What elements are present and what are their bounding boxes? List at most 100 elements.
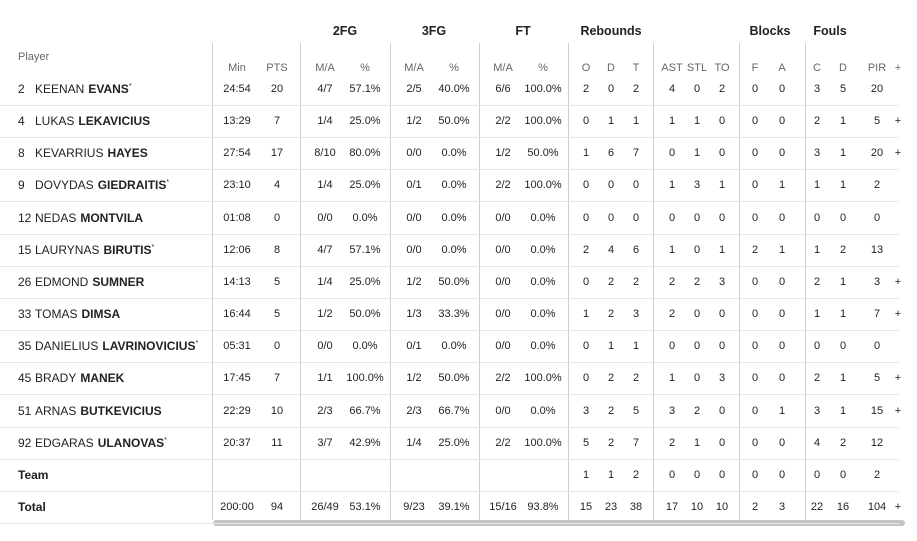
stat-cell: 0/0 (495, 211, 511, 224)
stat-cell: 0 (718, 115, 726, 128)
row-divider (0, 426, 899, 428)
row-divider (0, 265, 899, 267)
stat-cell: 0 (778, 372, 786, 385)
stat-cell: 0 (751, 179, 759, 192)
stat-cell: 17:45 (223, 372, 251, 385)
stat-cell: 2 (668, 436, 676, 449)
stat-cell: 2 (607, 404, 615, 417)
stat-cell: 0/0 (317, 211, 333, 224)
column-header: Min (228, 62, 246, 74)
name-part: SUMNER (92, 274, 145, 289)
stat-cell: 24:54 (223, 83, 251, 95)
row-divider (0, 201, 899, 203)
stat-cell: 1 (607, 115, 615, 128)
stat-cell: 0 (668, 211, 676, 224)
column-header: C (813, 62, 821, 74)
stat-cell: 100.0% (524, 372, 562, 385)
column-divider (568, 43, 569, 520)
stat-cell: 38 (629, 500, 643, 513)
stat-cell: 20 (270, 83, 284, 95)
stat-cell: 1/2 (406, 115, 422, 128)
name-part: 26 (18, 274, 32, 289)
stat-cell: 2 (813, 115, 821, 128)
stat-cell: 0 (582, 275, 590, 288)
name-part: ULANOVAS (97, 435, 165, 450)
stat-cell: 2/2 (495, 179, 511, 192)
stat-cell: 2 (813, 275, 821, 288)
stat-cell: 0.0% (441, 179, 467, 192)
column-header: M/A (315, 62, 335, 74)
stat-cell: 0 (693, 308, 701, 321)
stat-cell: 0/0 (495, 340, 511, 353)
stat-cell: 0.0% (352, 211, 378, 224)
row-divider (0, 105, 899, 106)
stat-cell: 7 (273, 115, 281, 128)
stat-cell: 0 (839, 468, 847, 481)
stat-cell: 1 (668, 243, 676, 256)
stat-cell: 2 (751, 500, 759, 513)
column-header: TO (714, 62, 730, 74)
stat-cell: 2 (582, 243, 590, 256)
column-header: D (839, 62, 847, 74)
stat-cell: 1/1 (317, 372, 333, 385)
stat-cell: 1/2 (406, 275, 422, 288)
stat-cell: 0 (839, 340, 847, 353)
stat-cell: 27:54 (223, 147, 251, 160)
player-name: 33 TOMAS DIMSA (18, 307, 120, 321)
stat-cell: + (894, 308, 902, 321)
stat-cell: 3 (668, 404, 676, 417)
stat-cell: 2 (839, 243, 847, 256)
stat-cell: 6 (607, 147, 615, 160)
stat-cell: 0 (718, 211, 726, 224)
stat-cell: 0 (718, 308, 726, 321)
stat-cell: 7 (632, 147, 640, 160)
player-name: 8 KEVARRIUS HAYES (18, 146, 148, 160)
stat-cell: 100.0% (524, 179, 562, 192)
row-divider (0, 330, 899, 332)
stat-cell: 9/23 (403, 500, 425, 513)
stat-cell: 1 (778, 243, 786, 256)
stat-cell: 3 (813, 83, 821, 95)
player-name: 26 EDMOND SUMNER (18, 275, 144, 289)
name-part: BIRUTIS (103, 242, 152, 257)
stat-cell: 50.0% (438, 372, 470, 385)
stat-cell: 1 (668, 372, 676, 385)
stat-cell: 57.1% (349, 243, 381, 256)
stat-cell: 05:31 (223, 340, 251, 353)
stat-cell: 2 (813, 372, 821, 385)
name-part: 8 (18, 146, 25, 161)
column-divider (300, 43, 301, 520)
stat-cell: 0 (273, 340, 281, 353)
row-divider (0, 362, 899, 364)
stat-cell: 1 (668, 115, 676, 128)
stat-cell: 0.0% (530, 275, 556, 288)
stat-cell: 2 (632, 372, 640, 385)
stat-cell: 10 (690, 500, 704, 513)
stat-cell: 20:37 (223, 436, 251, 449)
stat-cell: 0 (718, 436, 726, 449)
stat-cell: 2 (632, 468, 640, 481)
column-divider (390, 43, 391, 520)
stat-cell: 0 (668, 468, 676, 481)
column-header: % (360, 62, 370, 74)
stat-cell: 2 (718, 83, 726, 95)
stat-cell: 0 (582, 211, 590, 224)
stat-cell: 2 (693, 275, 701, 288)
stat-cell: 25.0% (349, 179, 381, 192)
stat-cell: 1/3 (406, 308, 422, 321)
stat-cell: 100.0% (346, 372, 384, 385)
stat-cell: 23:10 (223, 179, 251, 192)
name-part: 45 (18, 371, 32, 386)
stat-cell: 1 (632, 340, 640, 353)
stat-cell: 17 (665, 500, 679, 513)
stat-cell: 5 (873, 115, 881, 128)
name-part: BUTKEVICIUS (80, 403, 162, 418)
stat-cell: 16:44 (223, 308, 251, 321)
stat-cell: 200:00 (220, 500, 254, 513)
stat-cell: 0 (751, 372, 759, 385)
stat-cell: 4/7 (317, 83, 333, 95)
column-header: % (449, 62, 459, 74)
stat-cell: 1 (607, 468, 615, 481)
stat-cell: 0.0% (441, 211, 467, 224)
stat-cell: 0 (813, 468, 821, 481)
